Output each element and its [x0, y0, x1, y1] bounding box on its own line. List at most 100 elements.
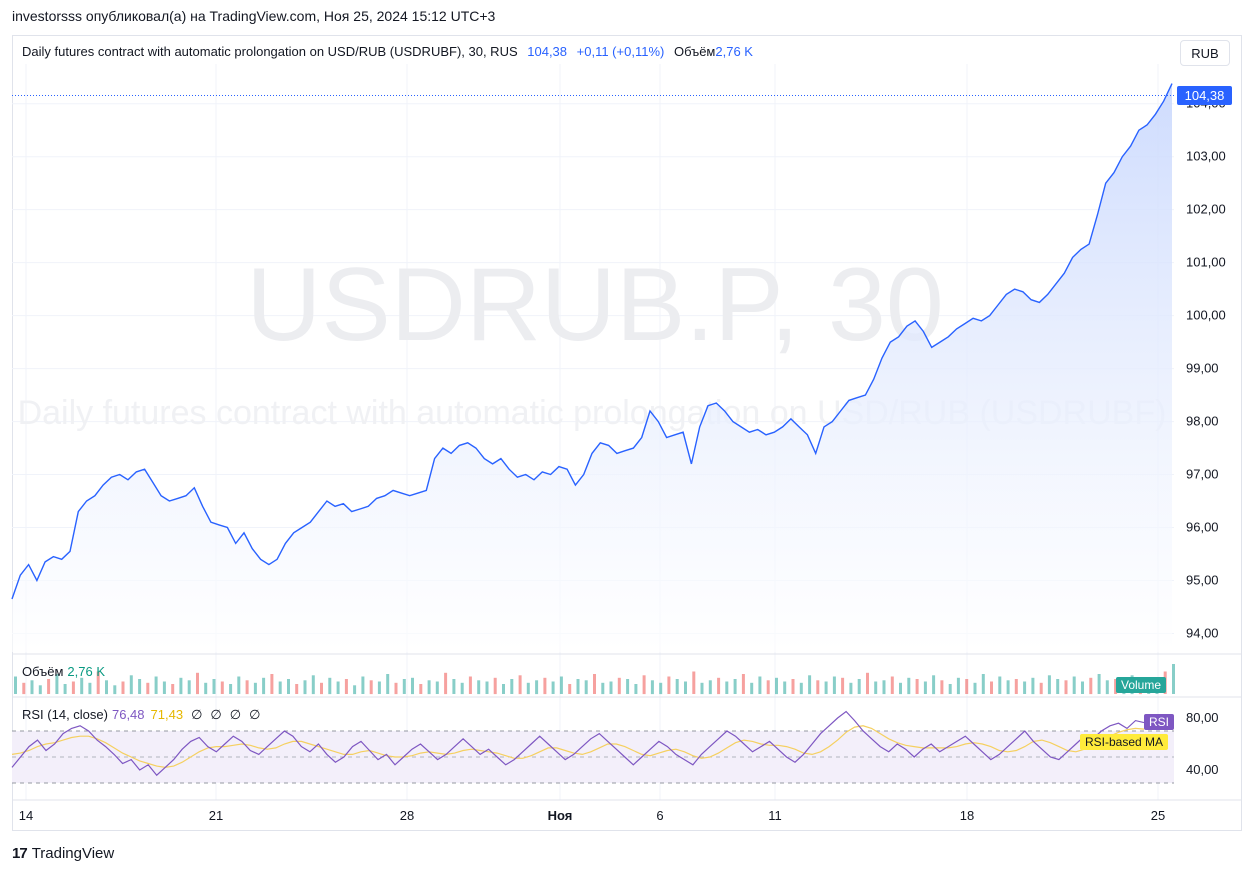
volume-bar — [38, 685, 42, 695]
volume-bar — [129, 675, 133, 695]
time-axis-label: 21 — [209, 808, 223, 823]
volume-bar — [741, 674, 745, 694]
symbol-legend: Daily futures contract with automatic pr… — [22, 44, 753, 59]
volume-bar — [1081, 681, 1084, 694]
time-axis-label: 14 — [19, 808, 33, 823]
price-area — [11, 83, 1173, 653]
volume-bar — [832, 676, 836, 694]
volume-bar — [336, 681, 340, 694]
volume-bar — [80, 677, 84, 695]
volume-bar — [328, 677, 332, 695]
volume-bar — [220, 681, 224, 694]
volume-bar — [791, 679, 795, 694]
volume-bar — [311, 675, 315, 695]
volume-bar — [320, 682, 323, 695]
volume-bar — [187, 680, 191, 695]
volume-bar — [369, 680, 373, 695]
volume-bar — [824, 681, 828, 694]
volume-bars — [14, 664, 1175, 695]
volume-bar — [121, 681, 125, 694]
volume-pane-legend: Объём 2,76 K — [22, 664, 105, 679]
rsi-ma-line — [11, 725, 1145, 769]
volume-bar — [1114, 679, 1118, 694]
volume-bar — [617, 677, 621, 695]
time-axis-label: 11 — [768, 808, 782, 823]
symbol-description: Daily futures contract with automatic pr… — [22, 44, 518, 59]
volume-bar — [96, 671, 100, 694]
time-axis-label: 25 — [1151, 808, 1165, 823]
rsi-ma-tag: RSI-based MA — [1080, 734, 1169, 750]
volume-bar — [915, 679, 919, 694]
last-price-tag: 104,38 — [1177, 86, 1232, 105]
volume-bar — [427, 680, 431, 695]
rsi-ma-value: 71,43 — [150, 707, 184, 722]
volume-bar — [750, 682, 754, 695]
volume-label: Объём — [673, 44, 716, 59]
volume-bar — [171, 684, 175, 694]
volume-bar — [386, 674, 390, 694]
rsi-extra-value: ∅ — [229, 707, 242, 722]
volume-bar — [981, 674, 985, 694]
volume-bar — [377, 681, 381, 694]
volume-bar — [477, 680, 481, 695]
volume-bar — [758, 676, 762, 694]
tradingview-logo-icon: 17 — [12, 845, 28, 862]
volume-bar — [419, 684, 423, 694]
rsi-axis: 80,00 40,00 — [1186, 710, 1219, 777]
publisher-line: investorsss опубликовал(а) на TradingVie… — [12, 8, 496, 24]
price-change-value: +0,11 (+0,11%) — [576, 44, 665, 59]
volume-bar — [1072, 676, 1076, 694]
volume-bar — [204, 682, 208, 695]
volume-bar — [1105, 680, 1109, 695]
volume-bar — [162, 681, 166, 694]
time-axis: 14 21 28 Ноя 6 11 18 25 — [19, 808, 1165, 823]
volume-bar — [113, 685, 117, 695]
tradingview-brand[interactable]: 17 TradingView — [12, 845, 114, 862]
volume-bar — [816, 680, 820, 695]
volume-bar — [684, 681, 687, 694]
volume-bar — [535, 680, 539, 695]
volume-bar — [584, 680, 588, 695]
volume-bar — [642, 675, 646, 695]
volume-bar — [1089, 677, 1093, 695]
volume-bar — [245, 680, 249, 695]
volume-bar — [626, 679, 630, 694]
volume-bar — [568, 684, 572, 694]
volume-bar — [278, 681, 282, 694]
volume-bar — [956, 677, 960, 695]
volume-bar — [71, 681, 75, 694]
volume-bar — [899, 682, 902, 695]
volume-bar — [47, 679, 51, 694]
price-axis-label: 98,00 — [1186, 414, 1219, 429]
volume-bar — [766, 680, 770, 695]
volume-bar — [295, 684, 299, 694]
price-axis-label: 97,00 — [1186, 467, 1219, 482]
volume-bar — [460, 682, 464, 695]
volume-bar — [667, 676, 671, 694]
price-axis-label: 94,00 — [1186, 625, 1219, 640]
volume-bar — [882, 680, 886, 695]
volume-tag: Volume — [1116, 677, 1167, 693]
volume-bar — [808, 675, 812, 695]
rsi-tag: RSI — [1144, 714, 1175, 730]
price-axis-label: 103,00 — [1186, 149, 1226, 164]
volume-bar — [923, 681, 927, 694]
volume-bar — [510, 679, 514, 694]
volume-bar — [733, 679, 737, 694]
volume-bar — [1039, 682, 1043, 695]
volume-bar — [890, 676, 894, 694]
volume-bar — [551, 681, 555, 694]
volume-bar — [154, 676, 158, 694]
volume-bar — [262, 677, 266, 695]
rsi-label: RSI (14, close) — [22, 707, 108, 722]
tradingview-name: TradingView — [31, 845, 115, 862]
time-axis-label: 28 — [400, 808, 414, 823]
volume-bar — [63, 684, 67, 694]
volume-pane-label: Объём — [22, 664, 64, 679]
volume-bar — [444, 672, 448, 695]
currency-button[interactable]: RUB — [1180, 40, 1230, 66]
price-axis-label: 99,00 — [1186, 361, 1219, 376]
volume-bar — [55, 674, 59, 694]
price-axis-label: 101,00 — [1186, 255, 1226, 270]
